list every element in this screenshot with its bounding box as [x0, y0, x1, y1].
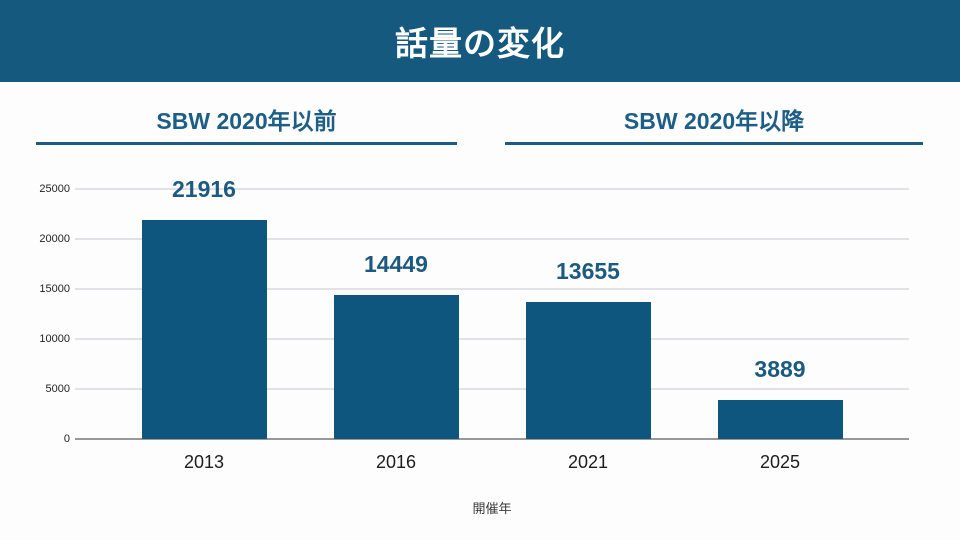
section-header-after-2020: SBW 2020年以降 [505, 104, 923, 145]
gridline [75, 288, 909, 290]
y-tick-label: 25000 [39, 183, 70, 195]
section-label-after-2020: SBW 2020年以降 [623, 108, 805, 134]
section-header-before-2020: SBW 2020年以前 [36, 104, 457, 145]
y-tick-label: 20000 [39, 233, 70, 245]
x-tick-label: 2025 [759, 452, 801, 472]
bar-2021 [525, 302, 651, 439]
y-tick-label: 0 [63, 433, 70, 445]
y-tick-label: 15000 [39, 283, 70, 295]
gridline [75, 338, 909, 340]
section-underline-before-2020 [36, 142, 457, 145]
bar-2016 [333, 294, 459, 439]
x-tick-label: 2013 [183, 452, 225, 472]
bar-2025 [717, 400, 843, 439]
section-label-before-2020: SBW 2020年以前 [156, 108, 337, 134]
bar-value-label: 3889 [754, 356, 806, 383]
gridline [75, 388, 909, 390]
slide-title: 話量の変化 [395, 25, 565, 62]
bar-value-label: 13655 [556, 258, 620, 285]
y-tick-label: 5000 [45, 383, 70, 395]
gridline [75, 238, 909, 240]
bar-value-label: 14449 [364, 250, 428, 277]
section-underline-after-2020 [505, 142, 923, 145]
y-tick-label: 10000 [39, 333, 70, 345]
x-tick-label: 2016 [375, 452, 417, 472]
slide-header: 話量の変化 [0, 0, 960, 82]
x-axis-title: 開催年 [472, 501, 512, 516]
bar-value-label: 21916 [172, 175, 236, 202]
x-axis-line [75, 438, 909, 440]
x-tick-label: 2021 [567, 452, 609, 472]
bar-2013 [141, 219, 267, 439]
gridline [75, 188, 909, 190]
